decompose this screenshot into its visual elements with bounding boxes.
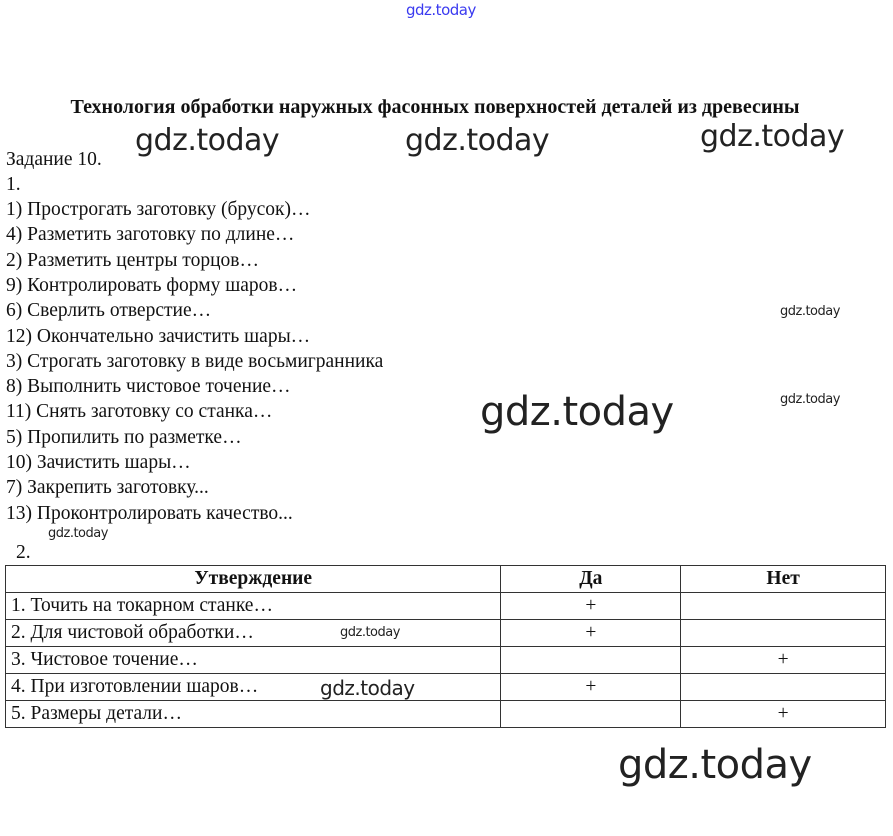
watermark: gdz.today	[480, 389, 674, 435]
part-1-label: 1.	[6, 174, 21, 195]
step-item: 13) Проконтролировать качество...	[6, 502, 293, 524]
watermark: gdz.today	[48, 526, 108, 541]
watermark: gdz.today	[780, 392, 840, 407]
step-item: 3) Строгать заготовку в виде восьмигранн…	[6, 350, 384, 372]
table-row: 3. Чистовое точение… +	[4, 646, 886, 674]
watermark: gdz.today	[700, 119, 845, 154]
step-item: 10) Зачистить шары…	[6, 452, 191, 473]
document-title: Технология обработки наружных фасонных п…	[70, 96, 800, 118]
step-item: 11) Снять заготовку со станка…	[6, 401, 273, 423]
task-heading: Задание 10.	[6, 149, 102, 170]
yes-cell: +	[500, 619, 682, 647]
header-no: Нет	[680, 565, 886, 593]
watermark: gdz.today	[135, 123, 280, 158]
step-item: 9) Контролировать форму шаров…	[6, 274, 298, 296]
statement-cell: 1. Точить на токарном станке…	[4, 592, 502, 620]
statements-table: Утверждение Да Нет 1. Точить на токарном…	[4, 565, 886, 728]
watermark: gdz.today	[405, 123, 550, 158]
header-statement: Утверждение	[4, 565, 502, 593]
no-cell	[680, 592, 886, 620]
statement-cell: 4. При изготовлении шаров…	[4, 673, 502, 701]
header-yes: Да	[500, 565, 682, 593]
step-item: 4) Разметить заготовку по длине…	[6, 224, 295, 246]
table-row: 1. Точить на токарном станке… +	[4, 592, 886, 620]
watermark: gdz.today	[618, 742, 812, 788]
yes-cell	[500, 700, 682, 728]
no-cell	[680, 673, 886, 701]
step-item: 12) Окончательно зачистить шары…	[6, 325, 311, 347]
step-item: 6) Сверлить отверстие…	[6, 300, 212, 322]
step-item: 5) Пропилить по разметке…	[6, 426, 242, 448]
no-cell	[680, 619, 886, 647]
part-2-label: 2.	[16, 542, 31, 563]
watermark: gdz.today	[406, 1, 476, 19]
watermark: gdz.today	[340, 625, 400, 640]
no-cell: +	[680, 700, 886, 728]
step-item: 2) Разметить центры торцов…	[6, 249, 259, 271]
yes-cell: +	[500, 592, 682, 620]
watermark: gdz.today	[320, 676, 415, 700]
yes-cell	[500, 646, 682, 674]
statement-cell: 2. Для чистовой обработки…	[4, 619, 502, 647]
step-item: 1) Прострогать заготовку (брусок)…	[6, 199, 311, 220]
table-row: 2. Для чистовой обработки… +	[4, 619, 886, 647]
step-item: 7) Закрепить заготовку...	[6, 477, 209, 499]
step-item: 8) Выполнить чистовое точение…	[6, 376, 291, 398]
no-cell: +	[680, 646, 886, 674]
yes-cell: +	[500, 673, 682, 701]
watermark: gdz.today	[780, 304, 840, 319]
table-row: 5. Размеры детали… +	[4, 700, 886, 728]
statement-cell: 5. Размеры детали…	[4, 700, 502, 728]
statement-cell: 3. Чистовое точение…	[4, 646, 502, 674]
table-row: 4. При изготовлении шаров… +	[4, 673, 886, 701]
